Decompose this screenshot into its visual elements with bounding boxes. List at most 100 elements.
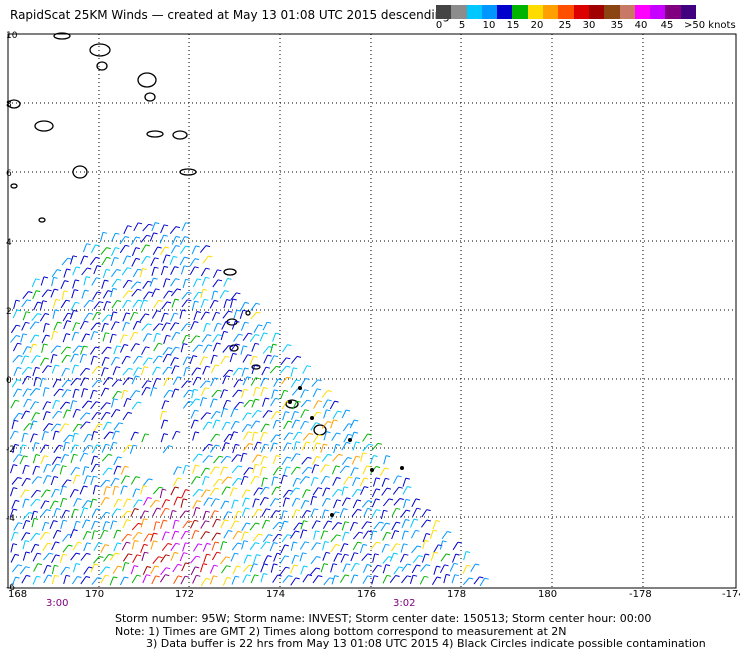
- wind-barb: [233, 401, 241, 410]
- wind-barb-flag: [355, 477, 361, 480]
- wind-barb-flag: [27, 346, 32, 349]
- wind-barb-flag: [367, 500, 373, 503]
- wind-barb: [171, 236, 177, 245]
- wind-barb: [72, 322, 77, 332]
- wind-barb: [250, 377, 257, 386]
- wind-barb: [309, 567, 317, 576]
- wind-barb-flag: [128, 279, 133, 282]
- wind-barb-flag: [274, 498, 280, 501]
- wind-barb-flag: [337, 489, 342, 491]
- wind-barb: [389, 575, 397, 584]
- wind-barb: [52, 410, 59, 419]
- wind-barb-flag: [346, 441, 351, 444]
- wind-barb: [10, 400, 16, 409]
- wind-barb: [12, 388, 19, 398]
- wind-barb: [202, 543, 208, 552]
- wind-barb-flag: [418, 555, 423, 558]
- wind-barb: [29, 401, 36, 410]
- wind-barb-flag: [76, 377, 81, 380]
- wind-barb: [30, 433, 35, 443]
- wind-barb: [133, 367, 139, 376]
- wind-barb: [152, 246, 159, 256]
- wind-barb-flag: [188, 400, 193, 403]
- wind-barb-flag: [74, 432, 79, 435]
- wind-barb: [83, 475, 88, 485]
- wind-barb: [101, 444, 107, 453]
- wind-barb: [250, 476, 256, 485]
- wind-barb-flag: [45, 531, 50, 534]
- wind-barb-flag: [228, 369, 234, 372]
- wind-barb: [340, 543, 345, 553]
- wind-barb-flag: [148, 223, 153, 226]
- wind-barb: [361, 500, 369, 508]
- wind-barb: [91, 412, 98, 421]
- wind-barb: [439, 564, 445, 574]
- wind-barb-flag: [95, 346, 100, 349]
- wind-barb: [51, 463, 57, 473]
- wind-barb: [11, 379, 18, 388]
- wind-barb: [202, 476, 206, 486]
- wind-barb: [150, 387, 154, 397]
- wind-barb: [211, 312, 217, 321]
- wind-barb-flag: [265, 486, 270, 489]
- island-outline: [89, 43, 111, 57]
- wind-barb-flag: [115, 430, 120, 433]
- wind-barb: [72, 279, 76, 289]
- wind-barb-flag: [117, 379, 123, 382]
- wind-barb-flag: [236, 309, 241, 312]
- wind-barb: [131, 288, 138, 297]
- wind-barb: [32, 454, 37, 464]
- wind-barb-flag: [306, 441, 311, 444]
- wind-barb: [240, 345, 244, 355]
- wind-barb: [403, 499, 407, 509]
- wind-barb: [61, 389, 68, 398]
- wind-barb: [153, 521, 157, 531]
- legend-label: 0: [435, 20, 443, 31]
- wind-barb: [130, 390, 137, 399]
- wind-barb: [300, 399, 308, 408]
- wind-barb-flag: [115, 552, 120, 555]
- wind-barb: [40, 444, 46, 453]
- wind-barb: [221, 421, 227, 431]
- wind-barb: [189, 398, 197, 407]
- wind-barb: [421, 553, 426, 563]
- wind-barb-flag: [145, 313, 150, 316]
- wind-barb-flag: [44, 313, 50, 315]
- wind-barb: [299, 529, 304, 539]
- wind-barb: [142, 357, 149, 366]
- wind-barb-flag: [245, 507, 250, 510]
- wind-barb: [241, 367, 246, 377]
- wind-barb: [140, 366, 145, 376]
- wind-barb: [12, 355, 19, 363]
- wind-barb-flag: [354, 419, 359, 422]
- wind-barb: [152, 355, 159, 364]
- wind-barb-flag: [86, 276, 91, 279]
- wind-barb: [249, 563, 255, 573]
- wind-barb: [41, 431, 46, 441]
- wind-barb-flag: [383, 509, 388, 512]
- contamination-circle: [348, 438, 352, 442]
- wind-barb: [330, 544, 337, 553]
- wind-barb-flag: [22, 333, 28, 336]
- wind-barb-flag: [194, 258, 200, 261]
- wind-barb: [30, 420, 34, 430]
- wind-barb: [100, 497, 106, 506]
- wind-barb-flag: [115, 247, 120, 250]
- wind-barb: [60, 299, 67, 309]
- wind-barb: [242, 412, 248, 421]
- wind-barb-flag: [89, 299, 94, 302]
- wind-barb-flag: [185, 464, 190, 467]
- wind-barb: [252, 464, 256, 474]
- wind-barb: [182, 542, 186, 552]
- wind-barb: [40, 455, 45, 465]
- wind-barb: [80, 345, 85, 355]
- wind-barb: [310, 508, 315, 518]
- wind-barb: [31, 355, 37, 364]
- wind-barb-flag: [348, 433, 353, 436]
- wind-barb-flag: [295, 530, 300, 533]
- wind-barb-flag: [195, 507, 201, 509]
- wind-barb: [53, 508, 57, 518]
- legend-swatch: [619, 5, 635, 19]
- wind-barb: [159, 574, 166, 583]
- wind-barb-flag: [314, 477, 319, 479]
